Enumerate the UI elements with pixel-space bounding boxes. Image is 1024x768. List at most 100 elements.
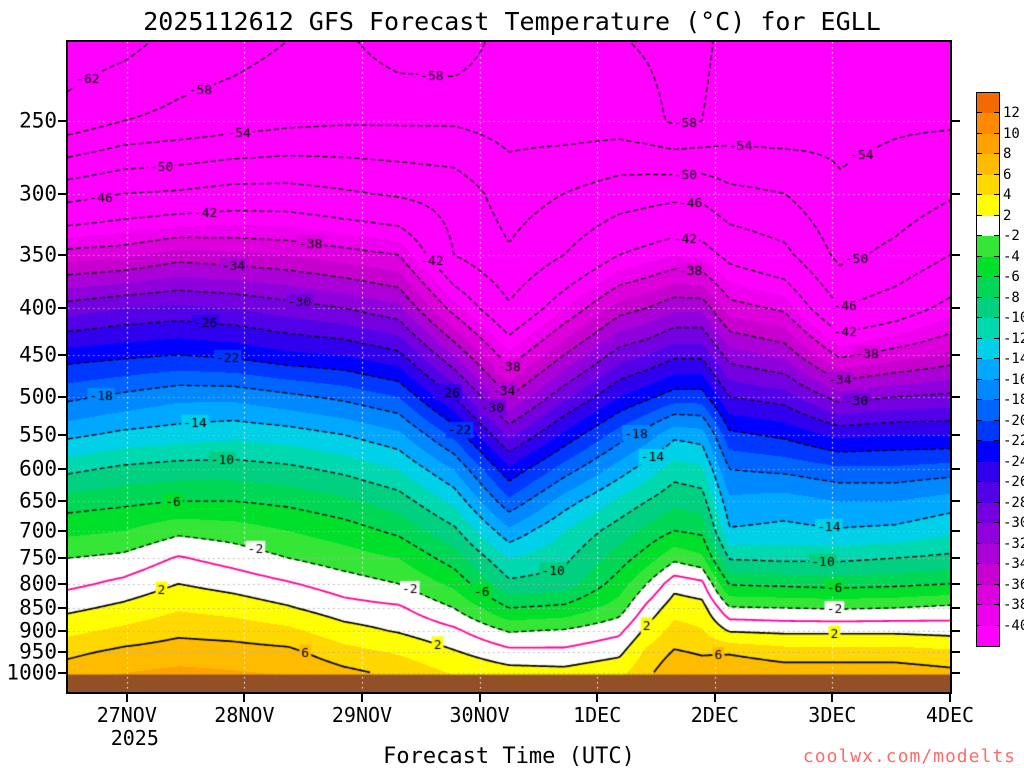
colorbar-tick-mark [994,235,999,237]
colorbar-tick-mark [977,358,982,360]
colorbar-tick-mark [994,522,999,524]
colorbar-cell [977,174,999,196]
colorbar-tick-mark [977,583,982,585]
colorbar-cell [977,420,999,442]
y-tick-mark [58,651,66,654]
colorbar-tick-mark [994,112,999,114]
colorbar-cell [977,154,999,175]
y-tick-mark [952,651,960,654]
colorbar-tick-mark [994,501,999,503]
colorbar-tick-mark [994,563,999,565]
y-tick-mark [952,671,960,674]
y-tick-mark [952,433,960,436]
colorbar-tick-label: -4 [1003,248,1020,265]
y-tick-mark [952,353,960,356]
colorbar-tick-mark [977,624,982,626]
y-tick-label: 700 [19,518,57,543]
colorbar-tick-mark [977,317,982,319]
colorbar-tick-mark [977,337,982,339]
colorbar-tick-mark [977,542,982,544]
colorbar-tick-label: 6 [1003,166,1012,183]
colorbar-tick-mark [994,358,999,360]
y-tick-mark [952,306,960,309]
x-tick-mark [596,694,599,702]
colorbar-cell [977,195,999,216]
y-tick-label: 550 [19,422,57,447]
plot-border [66,40,952,694]
y-tick-mark [952,557,960,560]
colorbar-tick-label: -34 [1003,556,1024,573]
y-tick-label: 850 [19,595,57,620]
x-tick-mark [243,694,246,702]
colorbar-tick-mark [994,460,999,462]
colorbar-tick-label: -32 [1003,535,1024,552]
colorbar-tick-mark [994,440,999,442]
x-tick-label: 28NOV [214,703,275,727]
colorbar-tick-mark [994,624,999,626]
colorbar-tick-mark [994,604,999,606]
colorbar-cell [977,441,999,462]
y-tick-label: 750 [19,545,57,570]
colorbar-cell [977,93,999,114]
x-axis-title: Forecast Time (UTC) [383,744,635,768]
colorbar-tick-mark [977,153,982,155]
colorbar-tick-mark [977,522,982,524]
colorbar-tick-label: 2 [1003,207,1012,224]
colorbar-tick-mark [977,235,982,237]
x-tick-label: 3DEC [808,703,857,727]
colorbar-tick-label: -10 [1003,310,1024,327]
y-tick-label: 800 [19,571,57,596]
colorbar-tick-label: -18 [1003,392,1024,409]
y-tick-mark [58,500,66,503]
colorbar-tick-mark [977,501,982,503]
colorbar-tick-label: 8 [1003,146,1012,163]
x-tick-mark [125,694,128,702]
colorbar-tick-mark [977,255,982,257]
colorbar-tick-label: -12 [1003,330,1024,347]
colorbar-tick-mark [977,604,982,606]
x-tick-mark [713,694,716,702]
colorbar-tick-label: -2 [1003,228,1020,245]
y-tick-label: 450 [19,342,57,367]
colorbar-tick-mark [994,255,999,257]
y-tick-label: 650 [19,488,57,513]
x-tick-mark [361,694,363,702]
colorbar-tick-mark [977,399,982,401]
y-tick-mark [58,395,66,398]
y-tick-mark [952,500,960,503]
x-tick-mark [949,694,951,702]
y-tick-label: 950 [19,639,57,664]
y-tick-label: 900 [19,618,57,643]
colorbar-tick-mark [977,481,982,483]
y-tick-label: 1000 [6,660,57,685]
y-tick-mark [952,253,960,256]
y-tick-mark [952,119,960,122]
page-title: 2025112612 GFS Forecast Temperature (°C)… [143,7,881,36]
colorbar-cell [977,277,999,298]
colorbar-cell [977,523,999,544]
colorbar-tick-label: -24 [1003,453,1024,470]
colorbar-tick-mark [994,378,999,380]
colorbar-tick-mark [994,542,999,544]
colorbar-tick-mark [977,194,982,196]
colorbar-tick-mark [977,460,982,462]
y-tick-mark [952,192,960,195]
y-tick-mark [58,468,66,471]
y-tick-mark [952,606,960,609]
colorbar-cell [977,133,999,155]
x-tick-label: 30NOV [449,703,510,727]
colorbar-tick-label: 4 [1003,187,1012,204]
colorbar-cell [977,297,999,319]
x-tick-label: 2DEC [690,703,739,727]
colorbar-tick-mark [994,276,999,278]
colorbar-cell [977,584,999,606]
y-tick-mark [58,433,66,436]
colorbar-tick-label: -20 [1003,412,1024,429]
colorbar-tick-label: -14 [1003,351,1024,368]
y-tick-mark [952,582,960,585]
colorbar-tick-mark [977,214,982,216]
colorbar-tick-label: -8 [1003,289,1020,306]
colorbar-cell [977,625,999,647]
colorbar-tick-mark [994,399,999,401]
colorbar-tick-label: -38 [1003,597,1024,614]
